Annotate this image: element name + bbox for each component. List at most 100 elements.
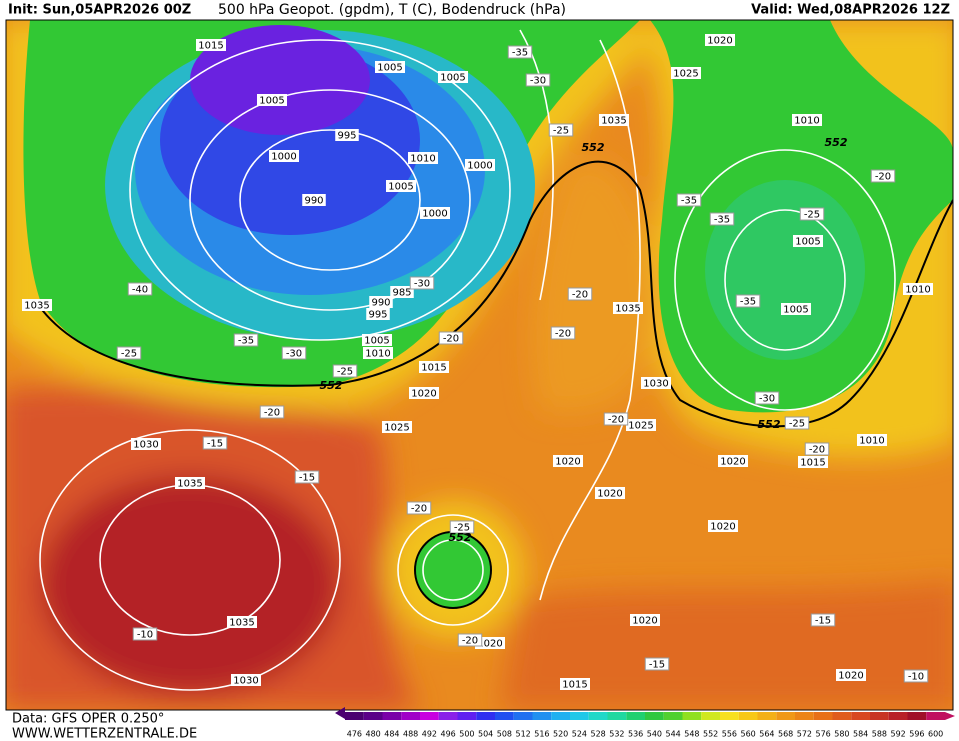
pressure-label: 1010	[410, 154, 435, 165]
colorbar-label: 556	[722, 730, 737, 739]
label-box	[22, 299, 52, 311]
colorbar-cell	[776, 712, 795, 720]
label-box	[132, 627, 158, 641]
colorbar-cell	[701, 712, 720, 720]
pressure-label: 990	[304, 196, 323, 207]
pressure-label: 1005	[377, 63, 402, 74]
colorbar-cell	[832, 712, 852, 720]
label-box	[781, 303, 811, 315]
colorbar-cell	[720, 712, 739, 720]
colorbar-cell	[438, 712, 458, 720]
label-box	[390, 286, 414, 298]
label-box	[599, 114, 629, 126]
label-box	[294, 470, 320, 484]
colorbar-cell	[757, 712, 777, 720]
colorbar-label: 564	[759, 730, 774, 739]
label-box	[810, 613, 836, 627]
temperature-label: -25	[789, 419, 805, 430]
colorbar-cell	[420, 712, 439, 720]
pressure-label: 995	[368, 310, 387, 321]
colorbar-label: 584	[853, 730, 868, 739]
pressure-label: 1035	[24, 301, 49, 312]
label-box	[366, 308, 390, 320]
pressure-label: 1025	[673, 69, 698, 80]
height-label: 552	[449, 531, 472, 544]
label-box	[386, 180, 416, 192]
colorbar-cell	[345, 712, 364, 720]
colorbar-label: 516	[534, 730, 549, 739]
label-box	[550, 326, 576, 340]
label-box	[227, 616, 257, 628]
pressure-label: 1000	[271, 152, 296, 163]
temperature-label: -20	[462, 636, 478, 647]
colorbar-label: 504	[478, 730, 493, 739]
label-box	[409, 276, 435, 290]
label-box	[475, 637, 505, 649]
pressure-label: 1020	[720, 457, 745, 468]
label-box	[269, 150, 299, 162]
pressure-label: 1020	[838, 671, 863, 682]
pressure-label: 1010	[365, 349, 390, 360]
isobars	[39, 29, 896, 691]
colorbar-cell	[926, 712, 945, 720]
temperature-label: -15	[815, 616, 831, 627]
colorbar-label: 496	[440, 730, 455, 739]
colorbar-cell	[457, 712, 477, 720]
colorbar-cell	[401, 712, 420, 720]
label-box	[553, 455, 583, 467]
label-box	[408, 152, 438, 164]
label-box	[525, 73, 551, 87]
colorbar-label: 476	[347, 730, 362, 739]
label-box	[603, 412, 629, 426]
map-field	[6, 20, 953, 710]
height-label: 552	[320, 379, 343, 392]
colorbar-cell	[513, 712, 533, 720]
pressure-label: 1020	[597, 489, 622, 500]
colorbar-cell	[570, 712, 589, 720]
pressure-label: 1020	[707, 36, 732, 47]
temperature-label: -30	[414, 279, 430, 290]
map-frame	[5, 19, 954, 711]
height-label: 552	[825, 136, 848, 149]
temperature-label: -25	[454, 523, 470, 534]
label-box	[735, 294, 761, 308]
colorbar-label: 552	[703, 730, 718, 739]
temperature-label: -15	[299, 473, 315, 484]
colorbar-label: 536	[628, 730, 643, 739]
label-box	[335, 129, 359, 141]
label-box	[116, 346, 142, 360]
colorbar-label: 572	[797, 730, 812, 739]
label-box	[233, 333, 259, 347]
colorbar-label: 540	[647, 730, 662, 739]
pressure-label: 990	[371, 298, 390, 309]
pressure-label: 1020	[632, 616, 657, 627]
map-labels: 1015 1005 1005 1005 995 1000 1010 1000 1005 990 10…	[22, 34, 933, 691]
label-box	[369, 296, 393, 308]
label-box	[548, 123, 574, 137]
label-box	[257, 94, 287, 106]
label-box	[375, 61, 405, 73]
temperature-label: -20	[264, 408, 280, 419]
temperature-label: -10	[908, 672, 924, 683]
label-box	[362, 334, 392, 346]
label-box	[382, 421, 412, 433]
label-box	[595, 487, 625, 499]
label-box	[793, 235, 823, 247]
temperature-label: -35	[681, 196, 697, 207]
label-box	[870, 169, 896, 183]
colorbar-cell	[532, 712, 552, 720]
colorbar: 476 480 484 488 492 496 500 504 508 512 516 520 524 5…	[335, 707, 955, 739]
label-box	[196, 39, 226, 51]
pressure-label: 1035	[177, 479, 202, 490]
temperature-label: -35	[740, 297, 756, 308]
pressure-label: 1035	[229, 618, 254, 629]
temperature-label: -20	[875, 172, 891, 183]
colorbar-label: 560	[740, 730, 755, 739]
label-box	[754, 391, 780, 405]
pressure-label: 1005	[259, 96, 284, 107]
label-box	[626, 419, 656, 431]
label-box	[799, 207, 825, 221]
colorbar-label: 600	[928, 730, 943, 739]
label-box	[644, 657, 670, 671]
